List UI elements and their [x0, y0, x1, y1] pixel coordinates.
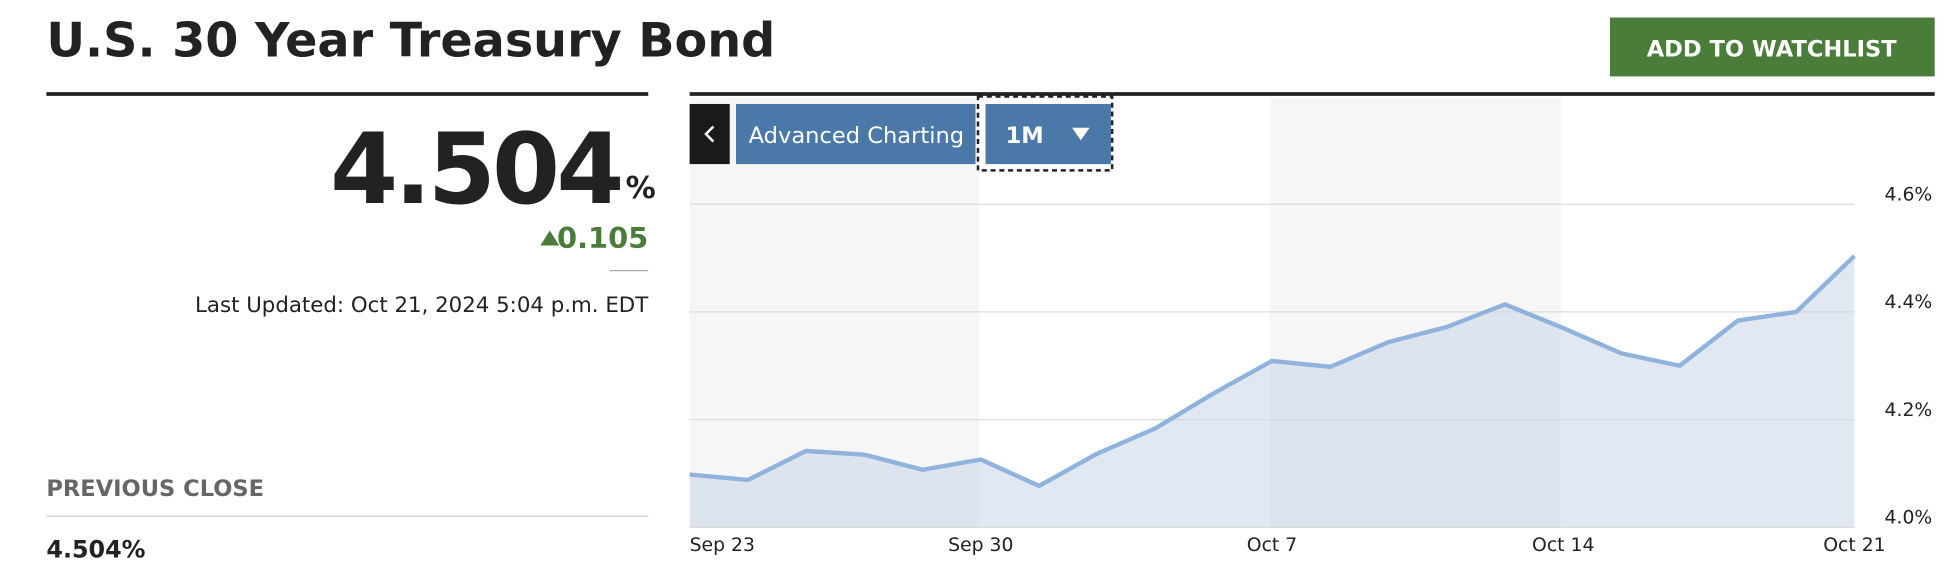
- watchlist-button[interactable]: [1609, 17, 1935, 77]
- watchlist-label[interactable]: ADD TO WATCHLIST: [1647, 36, 1898, 62]
- range-label[interactable]: 1M: [1006, 123, 1044, 149]
- advanced-label[interactable]: Advanced Charting: [749, 123, 964, 149]
- previous-close-value: 4.504%: [46, 535, 145, 563]
- back-button[interactable]: [689, 103, 730, 165]
- x-tick-label: Sep 30: [948, 535, 1013, 556]
- y-tick-label: 4.0%: [1885, 508, 1933, 529]
- chart: 4.0% 4.2% 4.4% 4.6% Sep 23 Sep 30 Oct 7 Oct 14 O…: [689, 97, 1933, 556]
- x-tick-label: Oct 7: [1247, 535, 1297, 556]
- y-tick-label: 4.6%: [1885, 184, 1933, 205]
- advanced-button[interactable]: [736, 103, 976, 165]
- chevron: [704, 125, 715, 143]
- up-arrow: [540, 230, 560, 246]
- range-button[interactable]: [985, 103, 1111, 165]
- x-tick-label: Sep 23: [690, 535, 755, 556]
- change: 0.105: [557, 221, 648, 255]
- dropdown-arrow: [1072, 127, 1090, 141]
- x-tick-label: Oct 21: [1823, 535, 1885, 556]
- last-updated: Last Updated: Oct 21, 2024 5:04 p.m. EDT: [195, 293, 649, 318]
- previous-close-label: PREVIOUS CLOSE: [46, 476, 264, 502]
- y-tick-label: 4.4%: [1885, 292, 1933, 313]
- line: [689, 254, 1856, 489]
- price-unit: %: [626, 171, 656, 206]
- price: 4.504: [330, 113, 621, 227]
- y-tick-label: 4.2%: [1885, 400, 1933, 421]
- x-tick-label: Oct 14: [1532, 535, 1594, 556]
- page-title: U.S. 30 Year Treasury Bond: [46, 13, 775, 68]
- focus-ring: [976, 95, 1114, 172]
- toolbar: Advanced Charting 1M: [689, 95, 1114, 172]
